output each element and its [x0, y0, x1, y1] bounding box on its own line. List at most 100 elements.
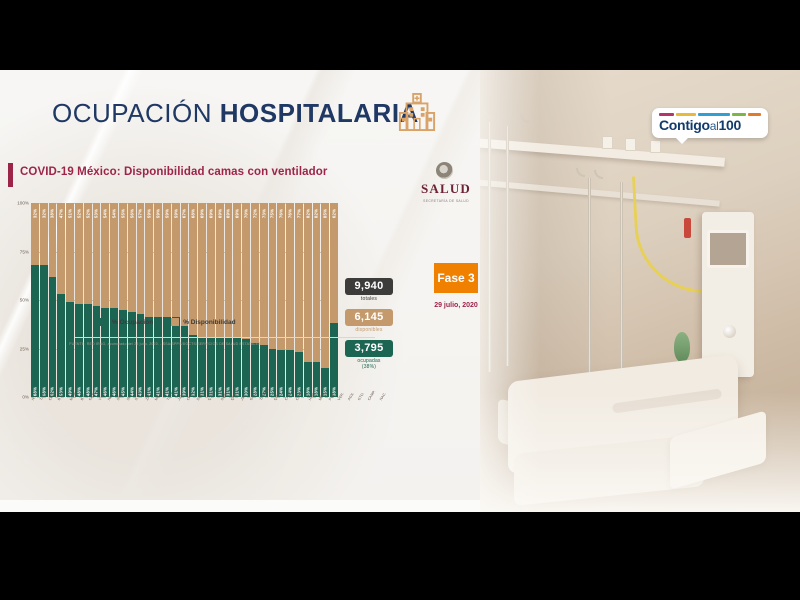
bar-segment-ocupacion: 31% [215, 336, 224, 397]
chart-bar: 55% 45% [118, 203, 127, 397]
bar-value-label: 56% [129, 208, 135, 219]
bar-segment-ocupacion: 31% [198, 336, 206, 397]
bar-value-label: 59% [155, 208, 161, 219]
chart-legend: % Ocupación % Disponibilidad [100, 318, 236, 326]
bar-segment-ocupacion: 24% [277, 350, 286, 397]
slide-title: OCUPACIÓN HOSPITALARIA [52, 98, 419, 129]
bar-segment-disponibilidad: 69% [224, 203, 233, 337]
bar-value-label: 76% [287, 208, 293, 219]
bar-value-label: 52% [76, 208, 82, 219]
bar-value-label: 69% [225, 208, 231, 219]
chart-bar: 68% 32% [189, 203, 198, 397]
logo-text-100: 100 [718, 117, 742, 133]
bar-value-label: 52% [85, 208, 91, 219]
wall-outlet-2 [625, 138, 636, 151]
y-tick-label: 50% [19, 297, 29, 303]
salud-name: SALUD [420, 181, 472, 196]
bar-segment-disponibilidad: 59% [162, 203, 171, 318]
bar-segment-ocupacion: 48% [74, 303, 83, 397]
wall-outlet-1 [602, 136, 613, 149]
bar-segment-disponibilidad: 59% [154, 203, 162, 318]
chart-bar: 32% 68% [31, 203, 39, 397]
chart-bar: 73% 27% [259, 203, 268, 397]
bar-segment-disponibilidad: 55% [118, 203, 127, 310]
bar-segment-disponibilidad: 82% [312, 203, 321, 363]
bar-segment-disponibilidad: 69% [198, 203, 206, 337]
chart-bar: 56% 44% [127, 203, 136, 397]
bar-value-label: 59% [146, 208, 152, 219]
chart-bar: 72% 28% [250, 203, 259, 397]
bar-value-label: 38% [49, 208, 55, 219]
chart-bar: 38% 62% [48, 203, 57, 397]
bar-value-label: 55% [120, 208, 126, 219]
bar-segment-ocupacion: 30% [242, 338, 250, 397]
legend-item: % Disponibilidad [171, 318, 236, 326]
bar-segment-disponibilidad: 82% [303, 203, 312, 363]
chart-bar: 69% 31% [215, 203, 224, 397]
stat-chip: 3,795 [345, 340, 393, 358]
slide-title-light: OCUPACIÓN [52, 98, 220, 128]
bar-segment-disponibilidad: 59% [171, 203, 180, 318]
bar-segment-disponibilidad: 76% [277, 203, 286, 351]
logo-color-bar [732, 113, 746, 116]
bar-segment-disponibilidad: 68% [189, 203, 198, 335]
bar-segment-disponibilidad: 62% [330, 203, 338, 324]
logo-text-al: al [709, 119, 719, 133]
bar-segment-disponibilidad: 73% [259, 203, 268, 345]
chart-bar: 69% 31% [198, 203, 206, 397]
logo-color-bar [697, 113, 731, 116]
chart-bar: 77% 23% [294, 203, 303, 397]
bar-value-label: 72% [252, 208, 258, 219]
bar-segment-ocupacion: 47% [92, 305, 101, 397]
bar-segment-disponibilidad: 70% [242, 203, 250, 339]
logo-color-bar [747, 113, 761, 116]
bar-value-label: 69% [208, 208, 214, 219]
bar-value-label: 77% [296, 208, 302, 219]
bar-segment-disponibilidad: 32% [39, 203, 48, 266]
stat-number: 6,145 [354, 311, 384, 324]
ventilator-screen [707, 230, 749, 268]
chart-bar: 82% 18% [303, 203, 312, 397]
bar-segment-disponibilidad: 54% [101, 203, 110, 308]
bar-segment-ocupacion: 41% [171, 317, 180, 397]
bar-value-label: 47% [58, 208, 64, 219]
wall-outlet-3 [650, 140, 661, 153]
bar-segment-disponibilidad: 53% [92, 203, 101, 306]
red-connector [684, 218, 691, 238]
bar-value-label: 68% [190, 208, 196, 219]
stacked-bar-chart: 0% 25% 50% 75% 100% 32% 68% 32% 68% 38% 62% 47% 53%… [8, 201, 387, 438]
stat-label: ocupadas (38%) [357, 358, 381, 371]
bar-segment-disponibilidad: 32% [31, 203, 39, 266]
slide-title-bold: HOSPITALARIA [219, 98, 419, 128]
iv-hook-4 [576, 168, 585, 177]
chart-bars: 32% 68% 32% 68% 38% 62% 47% 53% 51% 49% 52% 48% 52% 4… [31, 203, 338, 397]
bar-value-label: 82% [313, 208, 319, 219]
bar-value-label: 69% [199, 208, 205, 219]
bar-segment-disponibilidad: 76% [286, 203, 294, 351]
bar-segment-disponibilidad: 57% [136, 203, 145, 314]
bar-segment-ocupacion: 18% [303, 362, 312, 397]
summary-stats: 9,940 totales 6,145 disponibles 3,795 ocupada… [345, 278, 405, 377]
chart-bar: 54% 46% [101, 203, 110, 397]
bar-segment-disponibilidad: 38% [48, 203, 57, 277]
bar-segment-ocupacion: 23% [294, 352, 303, 397]
stat-label: disponibles [355, 327, 383, 334]
bar-value-label: 85% [322, 208, 328, 219]
bar-segment-ocupacion: 46% [101, 307, 110, 397]
banner-backdrop [0, 500, 480, 512]
logo-text-contigo: Contigo [659, 117, 710, 133]
bar-segment-disponibilidad: 52% [74, 203, 83, 304]
chart-bar: 52% 48% [74, 203, 83, 397]
stat-number: 3,795 [354, 342, 384, 355]
chart-bar: 47% 53% [57, 203, 66, 397]
bar-segment-disponibilidad: 67% [180, 203, 189, 326]
bar-segment-disponibilidad: 51% [66, 203, 74, 302]
chart-bar: 51% 49% [66, 203, 74, 397]
chart-y-axis: 0% 25% 50% 75% 100% [8, 201, 30, 418]
logo-wordmark: Contigoal100 [659, 118, 761, 132]
bar-value-label: 54% [111, 208, 117, 219]
bar-segment-disponibilidad: 69% [215, 203, 224, 337]
chart-bar: 69% 31% [224, 203, 233, 397]
bar-segment-disponibilidad: 52% [83, 203, 92, 304]
eagle-seal-icon [436, 162, 453, 180]
